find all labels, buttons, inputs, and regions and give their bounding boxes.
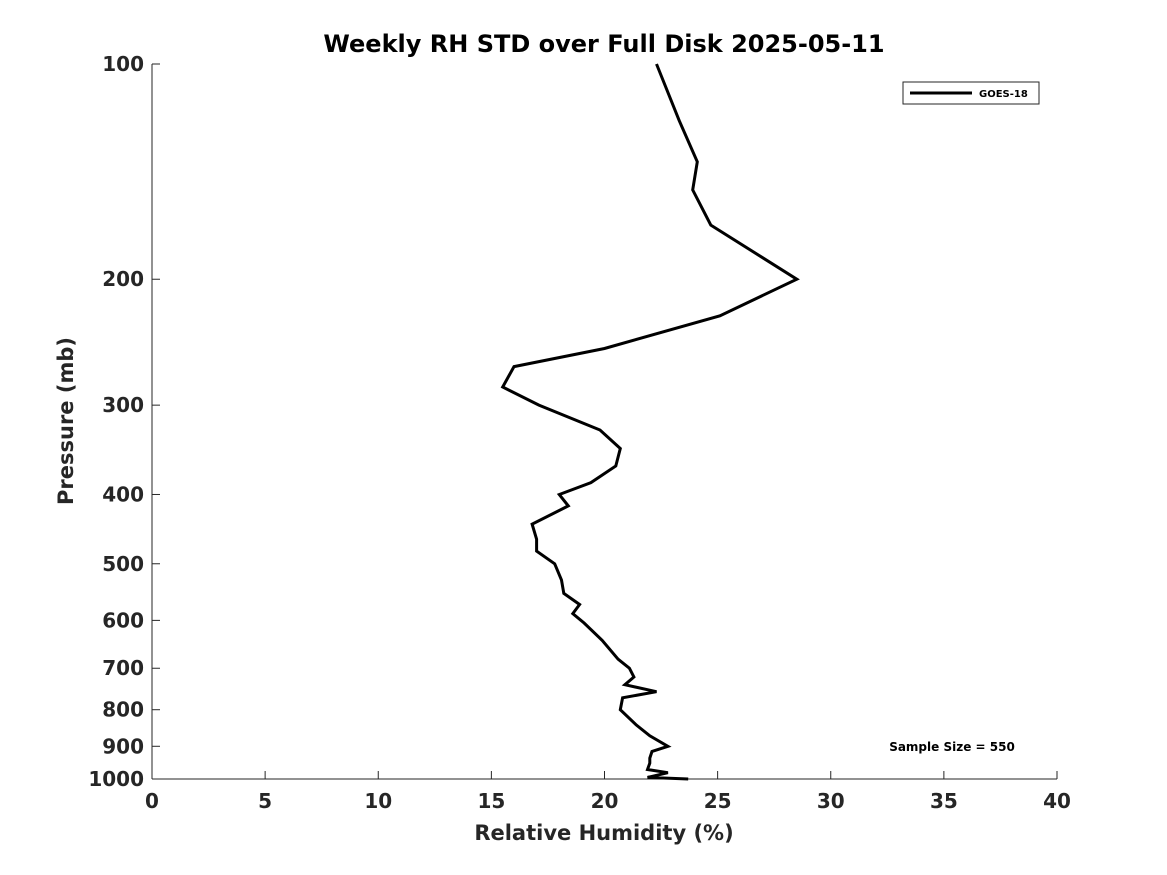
series-line-goes-18 [500, 63, 800, 781]
x-tick-label: 25 [704, 789, 732, 813]
y-tick-label: 100 [102, 52, 144, 76]
chart-title: Weekly RH STD over Full Disk 2025-05-11 [323, 30, 884, 58]
x-tick-label: 0 [145, 789, 159, 813]
y-tick-label: 700 [102, 656, 144, 680]
y-axis-label: Pressure (mb) [54, 337, 78, 505]
y-axis-ticks: 100 200 300 400 500 600 700 800 900 1000 [88, 52, 160, 791]
x-axis-ticks: 0 5 10 15 20 25 30 35 40 [145, 771, 1071, 813]
x-tick-label: 35 [930, 789, 958, 813]
x-tick-label: 40 [1043, 789, 1071, 813]
x-axis-label: Relative Humidity (%) [474, 821, 733, 845]
series-layer [500, 63, 800, 781]
y-tick-label: 400 [102, 482, 144, 506]
sample-size-annotation: Sample Size = 550 [889, 740, 1015, 754]
y-tick-label: 600 [102, 608, 144, 632]
x-tick-label: 30 [817, 789, 845, 813]
y-tick-label: 1000 [88, 767, 144, 791]
y-tick-label: 500 [102, 552, 144, 576]
x-tick-label: 20 [591, 789, 619, 813]
x-tick-label: 10 [364, 789, 392, 813]
x-tick-label: 5 [258, 789, 272, 813]
y-tick-label: 300 [102, 393, 144, 417]
y-tick-label: 900 [102, 734, 144, 758]
y-tick-label: 200 [102, 267, 144, 291]
y-tick-label: 800 [102, 698, 144, 722]
legend: GOES-18 [902, 81, 1040, 105]
legend-label-goes-18: GOES-18 [979, 89, 1028, 100]
x-tick-label: 15 [477, 789, 505, 813]
